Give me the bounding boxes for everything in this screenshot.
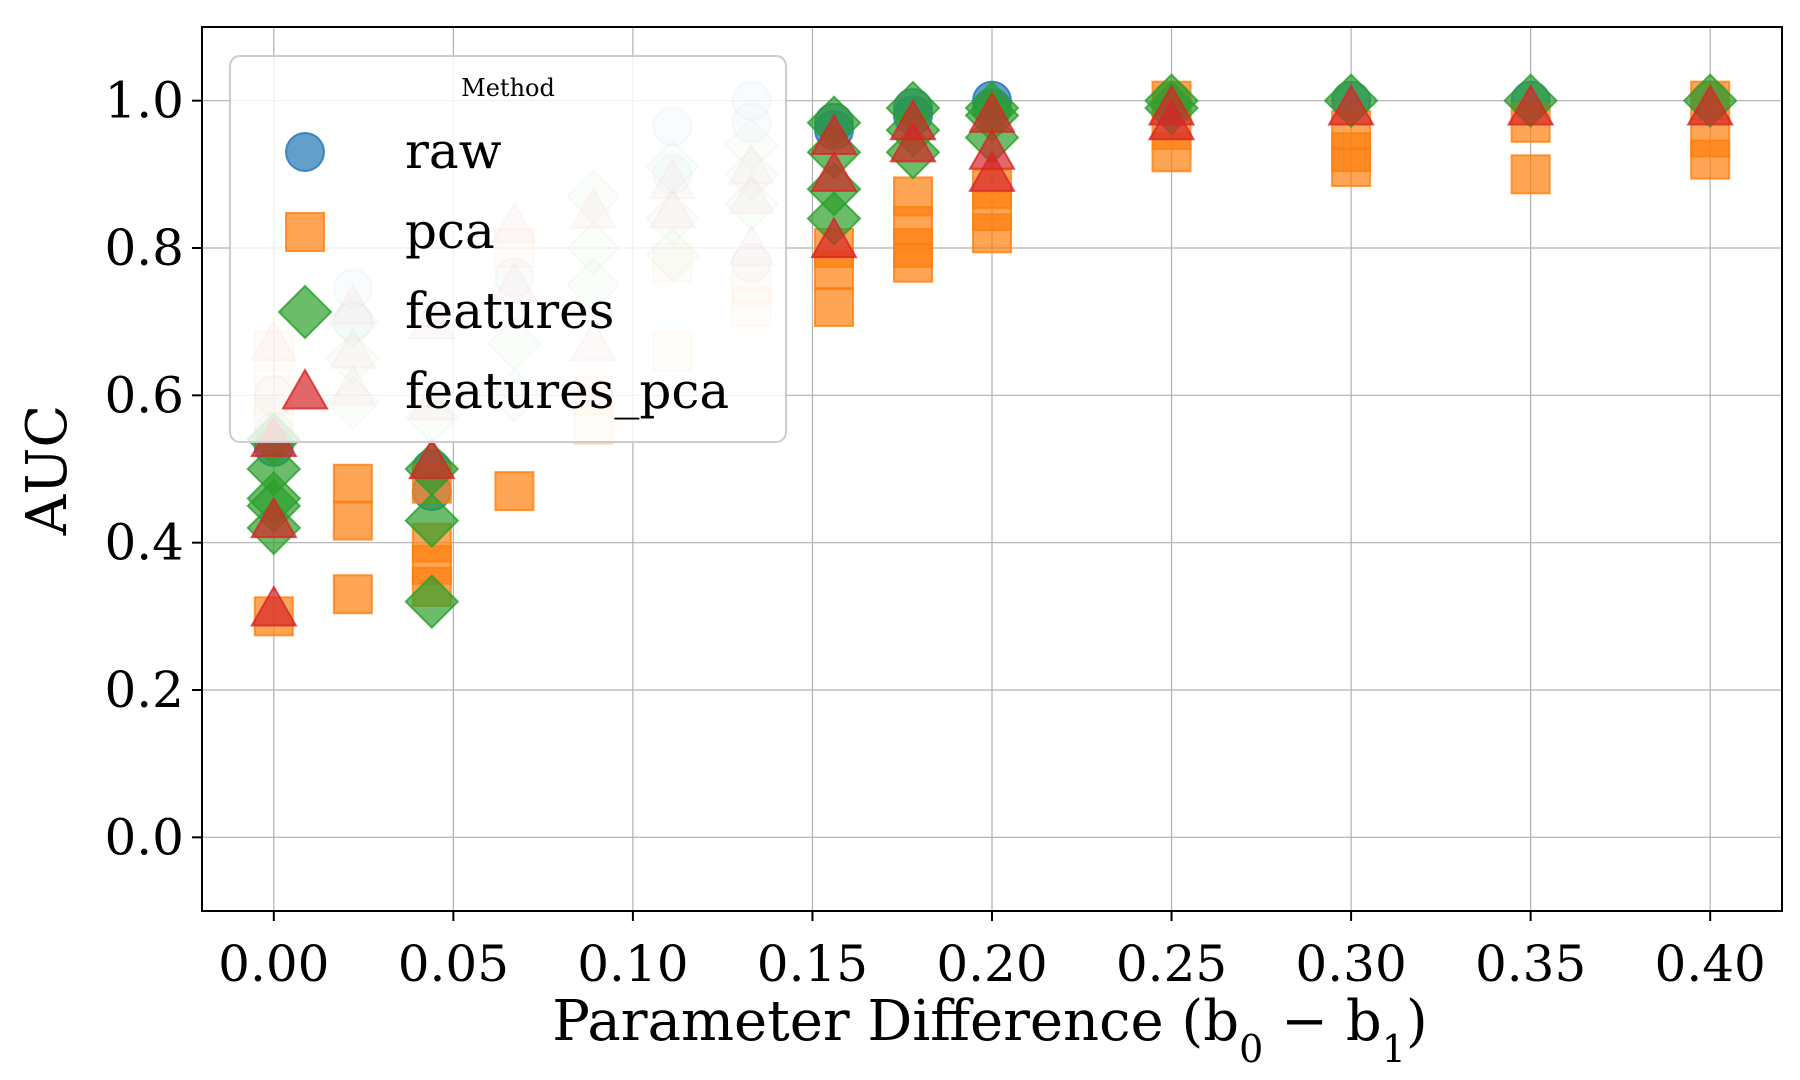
point-pca <box>332 500 373 541</box>
legend-markers <box>277 132 333 410</box>
legend-marker-features <box>277 284 333 340</box>
x-tick-label: 0.35 <box>1475 935 1586 993</box>
point-features-pca <box>810 216 858 259</box>
point-pca <box>972 213 1012 254</box>
x-tick-label: 0.05 <box>398 935 509 993</box>
point-features <box>404 493 460 548</box>
point-pca <box>1690 139 1731 180</box>
x-axis-label: Parameter Difference (b0 − b1) <box>552 989 1427 1071</box>
point-pca <box>332 574 373 615</box>
x-tick-label: 0.10 <box>577 935 688 993</box>
y-tick-label: 1.0 <box>104 72 184 130</box>
legend: Method raw pca features features_pca <box>229 55 787 443</box>
point-features-pca <box>1327 84 1375 126</box>
point-pca <box>494 471 535 512</box>
legend-marker-pca <box>285 212 325 252</box>
point-features-pca <box>1147 98 1196 141</box>
x-tick-label: 0.25 <box>1116 935 1227 993</box>
x-tick-label: 0.00 <box>218 935 329 993</box>
point-features-pca <box>889 120 937 163</box>
legend-entry-raw: raw <box>405 122 502 180</box>
x-axis-label-sub0: 0 <box>1239 1027 1263 1071</box>
x-tick-label: 0.20 <box>936 935 1047 993</box>
x-axis-label-close: ) <box>1406 989 1428 1054</box>
point-pca <box>814 286 854 327</box>
x-tick-label: 0.15 <box>757 935 868 993</box>
x-tick-label: 0.40 <box>1655 935 1766 993</box>
point-features-pca <box>1506 84 1555 126</box>
y-tick-label: 0.0 <box>104 808 184 866</box>
point-features-pca <box>250 496 298 539</box>
y-axis-label: AUC <box>15 405 80 536</box>
y-tick-label: 0.2 <box>104 661 184 719</box>
legend-box <box>229 55 787 443</box>
y-tick-label: 0.4 <box>104 514 184 572</box>
legend-entry-pca: pca <box>405 202 495 260</box>
legend-entry-features: features <box>405 282 614 340</box>
point-features-pca <box>968 150 1016 192</box>
legend-title: Method <box>461 74 555 102</box>
point-features-pca <box>250 584 298 627</box>
legend-marker-raw <box>285 132 325 172</box>
point-features-pca <box>408 437 456 480</box>
point-pca <box>893 242 933 283</box>
legend-entry-features-pca: features_pca <box>405 362 729 420</box>
x-tick-label: 0.30 <box>1295 935 1406 993</box>
axis-ticks: 0.00 0.05 0.10 0.15 0.20 0.25 0.30 0.35 0.40 0.0 0… <box>104 72 1765 993</box>
x-axis-label-minus: − b <box>1263 989 1381 1054</box>
x-axis-label-sub1: 1 <box>1382 1027 1406 1071</box>
y-tick-label: 0.6 <box>104 366 184 424</box>
point-features-pca <box>810 150 858 192</box>
point-features <box>404 574 460 630</box>
point-pca <box>332 463 373 504</box>
x-axis-label-main: Parameter Difference (b <box>552 989 1239 1054</box>
y-tick-label: 0.8 <box>104 219 184 277</box>
point-pca <box>1331 146 1372 187</box>
legend-marker-features-pca <box>281 367 329 410</box>
point-features-pca <box>1686 84 1734 126</box>
point-pca <box>1510 154 1551 195</box>
